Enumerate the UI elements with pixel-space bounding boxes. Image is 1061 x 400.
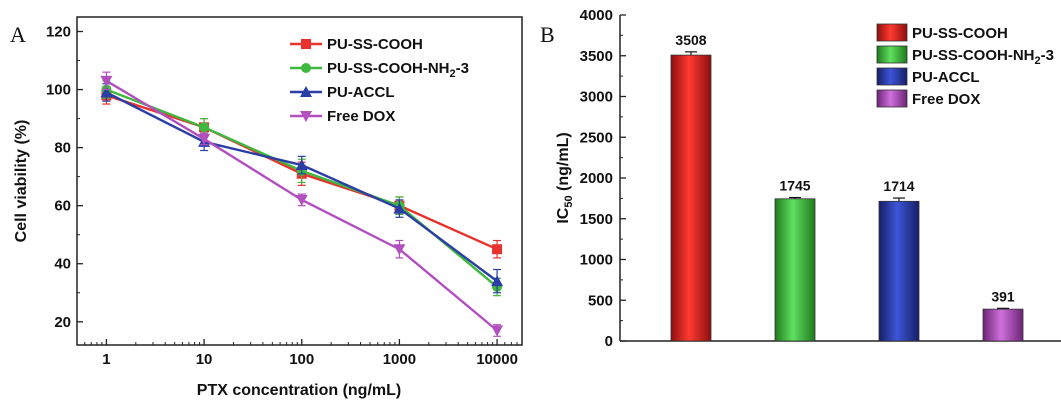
- panel-b-y-tick-label: 3000: [580, 89, 613, 106]
- panel-b-bar: [982, 308, 1024, 342]
- panel-a-plot-frame: [76, 16, 523, 346]
- panel-b-legend: PU-SS-COOH PU-SS-COOH-NH2-3 PU-ACCL Free DO…: [876, 23, 1054, 108]
- panel-b-bar: [878, 200, 920, 342]
- panel-a-y-tick-label: 20: [54, 314, 71, 331]
- panel-a-data-point: [491, 275, 504, 287]
- panel-a-x-axis-title: PTX concentration (ng/mL): [197, 382, 401, 399]
- panel-a-y-tick-label: 100: [46, 82, 71, 99]
- panel-a-series-line: [105, 88, 498, 288]
- panel-b-legend-swatch: [876, 89, 908, 108]
- panel-b-bar-chart: B 0 500 1000 1500 2000 2500 3000 3500 4000 3508 1…: [540, 7, 1061, 350]
- panel-a-label: A: [10, 22, 26, 47]
- panel-a-x-tick-label: 1000: [383, 351, 416, 368]
- panel-b-y-tick-label: 1000: [580, 252, 613, 269]
- panel-b-legend-label: PU-SS-COOH: [912, 25, 1008, 42]
- panel-a-data-point: [295, 194, 308, 206]
- panel-b-bar: [670, 54, 712, 342]
- panel-a-legend: PU-SS-COOH PU-SS-COOH-NH2-3 PU-ACCL Free DO…: [290, 36, 469, 125]
- panel-b-data-label: 391: [991, 288, 1015, 304]
- panel-b-data-label: 1714: [883, 178, 914, 194]
- panel-a-data-point: [100, 86, 113, 98]
- panel-b-y-tick-label: 500: [588, 292, 613, 309]
- panel-a-legend-label: PU-SS-COOH-NH2-3: [327, 60, 469, 80]
- panel-a-x-tick-label: 100: [289, 351, 314, 368]
- panel-a-legend-marker: [300, 111, 312, 122]
- panel-b-data-label: 1745: [779, 178, 810, 194]
- panel-a-data-point: [393, 202, 406, 214]
- panel-b-bars: 3508 1745 1714 391: [670, 32, 1024, 342]
- panel-a-data-point: [198, 133, 211, 145]
- panel-b-legend-label: PU-SS-COOH-NH2-3: [912, 47, 1054, 67]
- panel-a-data-point: [295, 159, 308, 171]
- panel-a-y-tick-label: 60: [54, 198, 71, 215]
- panel-a-data-point: [199, 122, 210, 133]
- panel-b-y-tick-label: 0: [605, 333, 613, 350]
- panel-b-legend-swatch: [876, 23, 908, 42]
- panel-a-series-group: [100, 71, 504, 337]
- panel-a-y-tick-label: 120: [46, 24, 71, 41]
- panel-b-label: B: [540, 22, 555, 47]
- panel-b-y-axis-title: IC50 (ng/mL): [555, 132, 575, 223]
- panel-b-legend-label: Free DOX: [912, 91, 980, 108]
- panel-b-y-tick-label: 1500: [580, 211, 613, 228]
- panel-a-legend-marker: [300, 86, 312, 97]
- panel-b-legend-swatch: [876, 45, 908, 64]
- panel-a-y-tick-label: 40: [54, 256, 71, 273]
- panel-a-legend-marker: [301, 39, 311, 49]
- panel-a-legend-label: Free DOX: [327, 108, 395, 125]
- panel-a-data-point: [492, 244, 503, 255]
- panel-a-series-line: [105, 91, 498, 283]
- panel-a-data-point: [393, 244, 406, 256]
- panel-b-y-tick-label: 2000: [580, 170, 613, 187]
- panel-a-y-tick-label: 80: [54, 140, 71, 157]
- panel-a-x-tick-label: 10000: [476, 351, 518, 368]
- panel-a-x-tick-label: 10: [196, 351, 213, 368]
- panel-b-y-tick-label: 4000: [580, 7, 613, 24]
- panel-b-data-label: 3508: [675, 32, 706, 48]
- panel-a-y-axis-title: Cell viability (%): [13, 120, 30, 243]
- panel-a-legend-marker: [301, 63, 311, 73]
- panel-b-y-tick-label: 3500: [580, 48, 613, 65]
- panel-b-bar: [774, 198, 816, 342]
- panel-a-x-tick-label: 1: [102, 351, 110, 368]
- panel-b-legend-label: PU-ACCL: [912, 69, 980, 86]
- panel-a-data-point: [100, 75, 113, 87]
- panel-b-y-tick-label: 2500: [580, 129, 613, 146]
- panel-b-legend-swatch: [876, 67, 908, 86]
- panel-a-series-3: [100, 71, 504, 337]
- panel-a-data-point: [491, 325, 504, 337]
- panel-b-ticks: 0 500 1000 1500 2000 2500 3000 3500 4000: [580, 7, 626, 350]
- panel-a-legend-label: PU-ACCL: [327, 84, 395, 101]
- panel-a-legend-label: PU-SS-COOH: [327, 36, 423, 53]
